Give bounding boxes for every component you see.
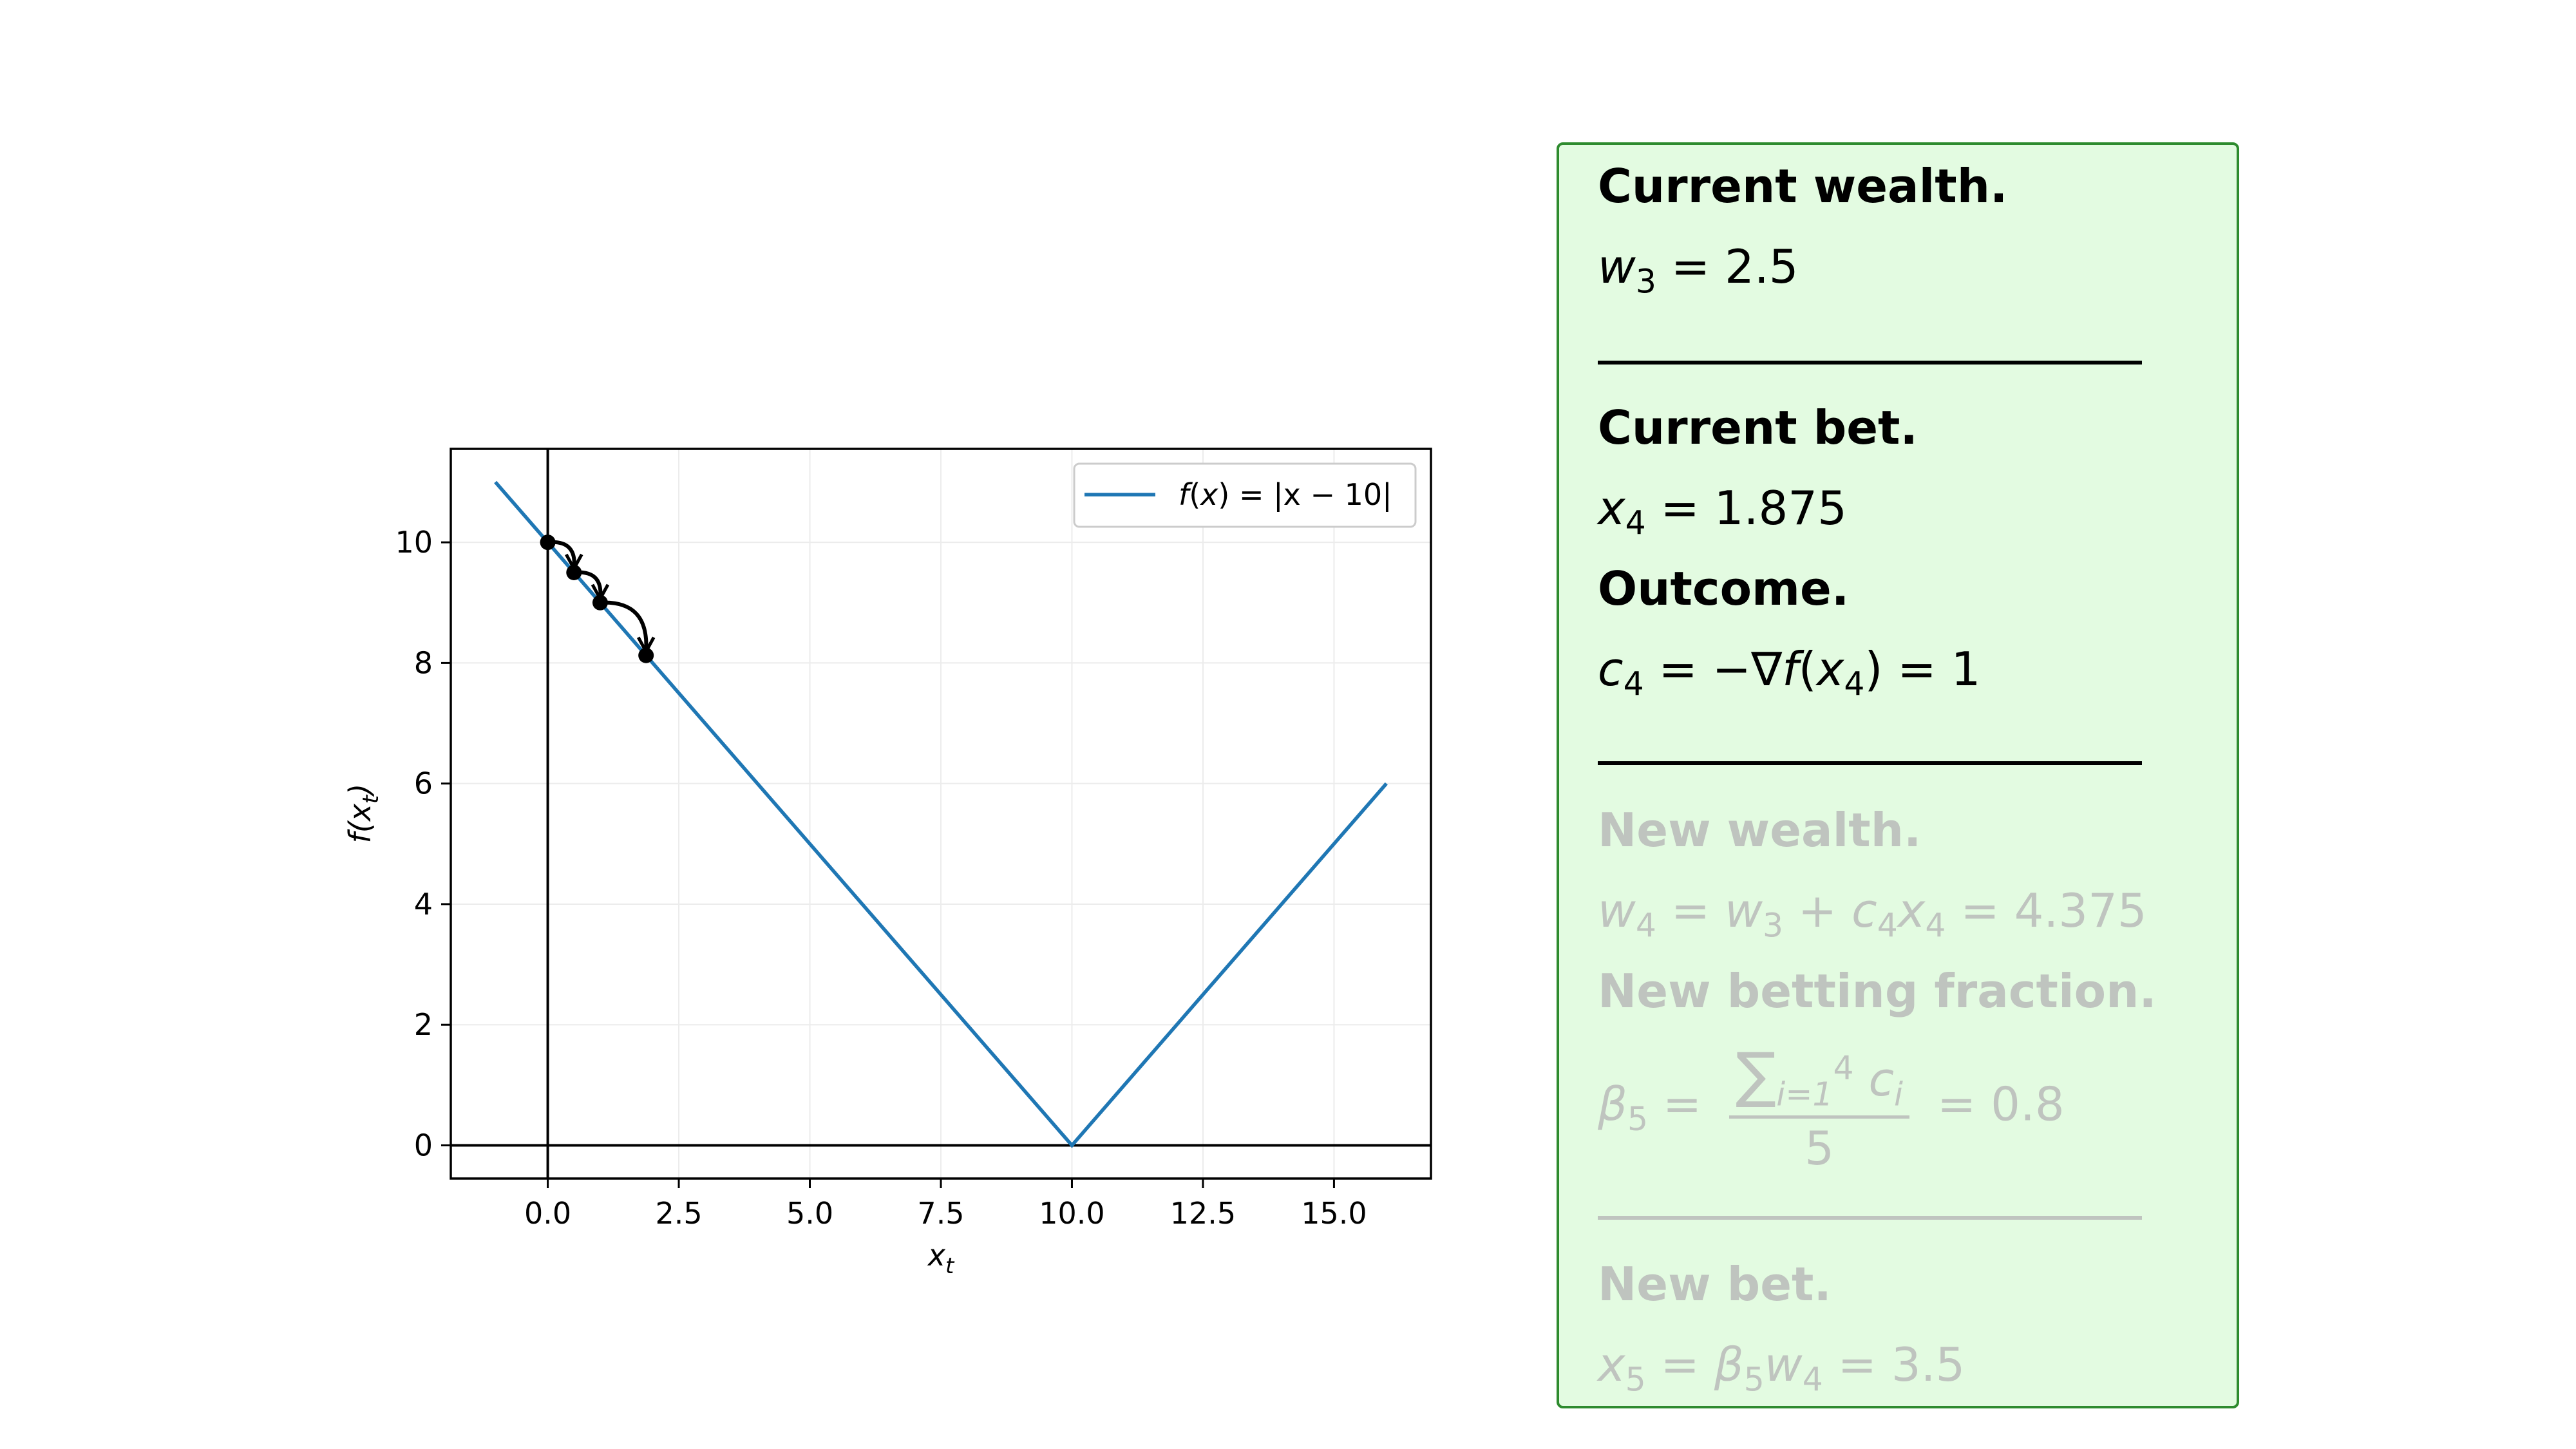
info-panel: Current wealth. w3 = 2.5 Current bet. x4… <box>1557 142 2239 1408</box>
y-tick-label: 10 <box>395 525 433 560</box>
sum-from: i=1 <box>1776 1075 1833 1113</box>
c-sub: 4 <box>1623 665 1644 703</box>
iterate-point <box>592 594 608 611</box>
fraction-denominator: 5 <box>1804 1121 1834 1176</box>
separator-1 <box>1598 361 2142 365</box>
x-sub: 4 <box>1625 504 1646 542</box>
old-w-sub: 3 <box>1762 906 1784 945</box>
y-axis-label: f(xt) <box>343 784 384 844</box>
separator-3 <box>1598 1216 2142 1220</box>
iterate-point <box>540 535 556 551</box>
x-tick-label: 2.5 <box>655 1196 702 1231</box>
x-tick-label: 5.0 <box>786 1196 833 1231</box>
legend-expr: |x − 10| <box>1273 477 1392 513</box>
y-tick-label: 6 <box>414 766 433 801</box>
series-line <box>494 480 1388 1148</box>
nb-beta-sub: 5 <box>1743 1360 1765 1399</box>
y-axis-label-sub: t <box>358 794 384 804</box>
c-var: c <box>1598 642 1624 696</box>
x-tick-label: 12.5 <box>1170 1196 1236 1231</box>
outcome-formula: c4 = −∇f(x4) = 1 <box>1598 642 1981 703</box>
current-bet-formula: x4 = 1.875 <box>1598 481 1847 542</box>
nb-w-sub: 4 <box>1802 1360 1823 1399</box>
iterate-point <box>566 564 582 580</box>
nw-c-sub: 4 <box>1877 906 1898 945</box>
iterates-layer <box>540 535 656 663</box>
current-bet-heading: Current bet. <box>1598 401 1918 455</box>
x-axis-label: xt <box>927 1238 955 1279</box>
y-tick-label: 4 <box>414 887 433 922</box>
new-bet-formula: x5 = β5w4 = 3.5 <box>1598 1338 1965 1399</box>
new-betting-fraction-heading: New betting fraction. <box>1598 964 2157 1018</box>
x-tick-label: 0.0 <box>524 1196 571 1231</box>
w-var: w <box>1598 240 1636 294</box>
fraction-numerator: ∑i=14 ci <box>1729 1040 1910 1119</box>
legend-entry: f(x) = |x − 10| <box>1179 477 1392 513</box>
current-wealth-value: 2.5 <box>1725 240 1799 294</box>
fraction: ∑i=14 ci 5 <box>1729 1040 1910 1176</box>
current-bet-value: 1.875 <box>1714 481 1847 535</box>
x-tick-label: 15.0 <box>1301 1196 1367 1231</box>
current-wealth-heading: Current wealth. <box>1598 159 2008 213</box>
w-sub: 3 <box>1635 262 1656 301</box>
x-axis-label-sub: t <box>945 1253 955 1279</box>
current-wealth-formula: w3 = 2.5 <box>1598 240 1799 301</box>
new-w-sub: 4 <box>1635 906 1656 945</box>
legend-x: x <box>1199 477 1218 512</box>
legend-box <box>1073 462 1417 528</box>
new-betting-fraction-value: 0.8 <box>1991 1077 2065 1132</box>
new-wealth-value: 4.375 <box>2014 884 2147 938</box>
nb-x-sub: 5 <box>1625 1360 1646 1399</box>
outcome-value: 1 <box>1951 642 1981 696</box>
x-tick-label: 10.0 <box>1039 1196 1104 1231</box>
separator-2 <box>1598 761 2142 765</box>
grad-x-var: x <box>1816 642 1844 696</box>
grad-x-sub: 4 <box>1844 665 1865 703</box>
new-wealth-formula: w4 = w3 + c4x4 = 4.375 <box>1598 884 2147 945</box>
y-tick-label: 0 <box>414 1128 433 1163</box>
new-bet-heading: New bet. <box>1598 1257 1832 1311</box>
ticks-layer: 0.0 2.5 5.0 7.5 10.0 12.5 15.0 0 2 4 6 8 10 <box>395 525 1367 1231</box>
legend: f(x) = |x − 10| <box>1073 462 1417 528</box>
x-var: x <box>1598 481 1625 535</box>
new-bet-value: 3.5 <box>1891 1338 1965 1392</box>
new-betting-fraction-formula: β5 = ∑i=14 ci 5 = 0.8 <box>1598 1040 2065 1176</box>
new-wealth-heading: New wealth. <box>1598 803 1922 857</box>
grid-lines <box>451 449 1431 1179</box>
outcome-heading: Outcome. <box>1598 562 1850 616</box>
sum-to: 4 <box>1833 1049 1854 1087</box>
x-tick-label: 7.5 <box>917 1196 964 1231</box>
iterate-point <box>638 647 654 663</box>
iterate-arrow <box>600 600 649 652</box>
y-tick-label: 2 <box>414 1007 433 1042</box>
nw-x-sub: 4 <box>1925 906 1946 945</box>
series-layer <box>451 449 1431 1179</box>
beta-sub: 5 <box>1627 1100 1649 1139</box>
y-tick-label: 8 <box>414 645 433 680</box>
